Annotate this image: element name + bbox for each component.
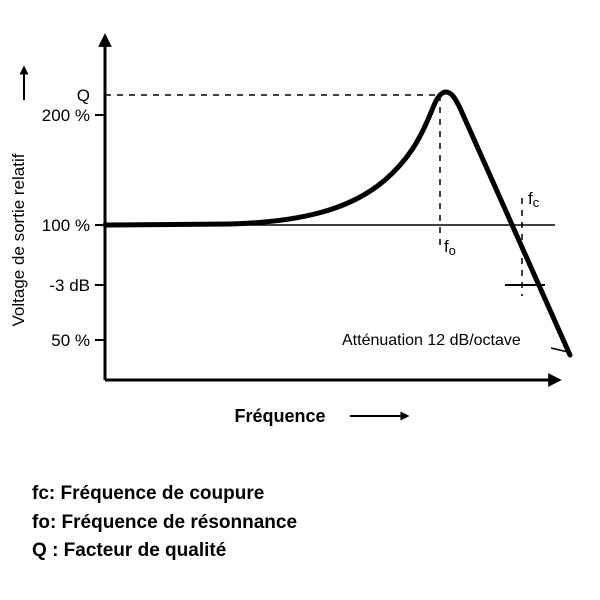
y-tick-label: Q [77,86,90,105]
x-axis-label: Fréquence [234,406,325,426]
y-tick-label: 100 % [42,216,90,235]
legend-text-fc: Fréquence de coupure [61,483,265,504]
y-tick-label: -3 dB [49,276,90,295]
legend-text-fo: Fréquence de résonnance [62,512,297,533]
figure-root: Q200 %100 %-3 dB50 %fofcAtténuation 12 d… [0,0,600,600]
legend-key-fc: fc [32,483,49,504]
resonance-curve [105,92,570,355]
resonance-plot: Q200 % 100 % -3 dB 50 % fo fc Atténuation 12 d… [0,0,600,440]
label-f0: fo [444,237,456,258]
y-tick-label: 50 % [51,331,90,350]
label-fc: fc [528,189,540,210]
legend-row-fc: fc: Fréquence de coupure [32,480,297,509]
legend-key-q: Q [32,540,52,561]
y-tick-label: 200 % [42,106,90,125]
label-attenuation: Atténuation 12 dB/octave [342,332,521,349]
legend-row-fo: fo: Fréquence de résonnance [32,509,297,538]
legend-row-q: Q : Facteur de qualité [32,537,297,566]
legend-key-fo: fo [32,512,50,533]
legend-text-q: Facteur de qualité [64,540,227,561]
y-axis-label: Voltage de sortie relatif [9,153,28,326]
legend: fc: Fréquence de coupure fo: Fréquence d… [32,480,297,566]
